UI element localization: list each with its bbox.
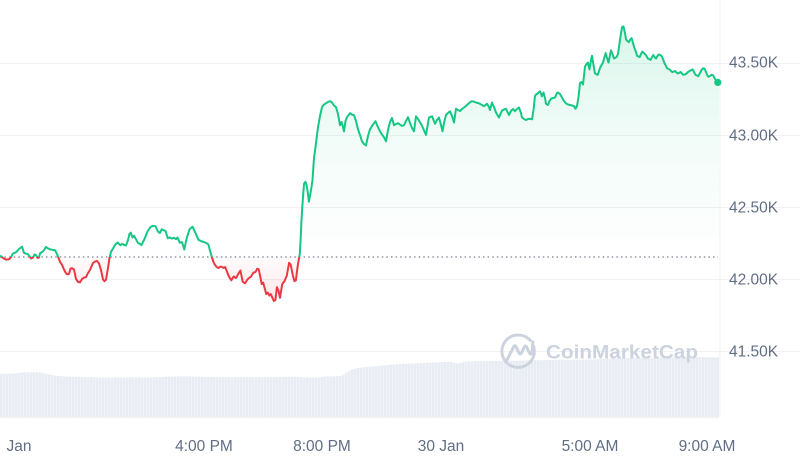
- svg-text:Jan: Jan: [7, 438, 32, 455]
- svg-text:42.00K: 42.00K: [729, 272, 779, 289]
- svg-text:CoinMarketCap: CoinMarketCap: [546, 342, 698, 364]
- svg-text:30 Jan: 30 Jan: [418, 438, 465, 455]
- svg-text:4:00 PM: 4:00 PM: [175, 438, 233, 455]
- svg-text:9:00 AM: 9:00 AM: [679, 438, 736, 455]
- svg-text:43.50K: 43.50K: [729, 55, 779, 72]
- svg-text:41.50K: 41.50K: [729, 344, 779, 361]
- svg-text:5:00 AM: 5:00 AM: [562, 438, 619, 455]
- svg-text:8:00 PM: 8:00 PM: [293, 438, 351, 455]
- svg-text:42.50K: 42.50K: [729, 200, 779, 217]
- svg-text:43.00K: 43.00K: [729, 128, 779, 145]
